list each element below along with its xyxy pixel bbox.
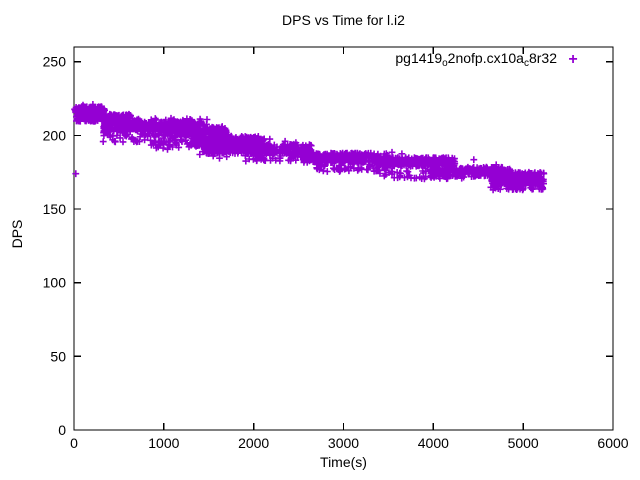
plot-border bbox=[73, 46, 614, 431]
y-tick-label: 100 bbox=[43, 275, 67, 291]
legend-label-text: 8r32 bbox=[528, 50, 557, 66]
y-tick-label: 0 bbox=[58, 422, 66, 438]
x-tick-label: 0 bbox=[70, 435, 78, 451]
y-tick-label: 150 bbox=[43, 201, 67, 217]
x-tick-label: 2000 bbox=[238, 435, 269, 451]
x-tick-label: 4000 bbox=[418, 435, 449, 451]
axis-ticks bbox=[73, 47, 614, 431]
legend-label-subscript: c bbox=[523, 58, 529, 69]
legend-series-label: pg1419o2nofp.cx10ac8r32 bbox=[395, 50, 557, 69]
x-tick-label: 6000 bbox=[597, 435, 628, 451]
legend-label-text: pg1419 bbox=[395, 50, 443, 66]
legend-label-subscript: o bbox=[442, 58, 448, 69]
x-axis-title: Time(s) bbox=[320, 454, 367, 470]
y-tick-label: 250 bbox=[43, 54, 67, 70]
x-tick-label: 1000 bbox=[148, 435, 179, 451]
y-tick-label: 50 bbox=[50, 348, 66, 364]
x-tick-label: 5000 bbox=[508, 435, 539, 451]
legend: pg1419o2nofp.cx10ac8r32 + bbox=[395, 50, 580, 69]
legend-label-text: 2nofp.cx10a bbox=[447, 50, 524, 66]
y-tick-label: 200 bbox=[43, 127, 67, 143]
axis-tick-labels: 0 1000 2000 3000 4000 5000 6000 0 50 100 150 200 250 bbox=[43, 54, 629, 451]
chart-title: DPS vs Time for l.i2 bbox=[282, 12, 405, 28]
data-points-series bbox=[71, 101, 548, 194]
x-tick-label: 3000 bbox=[328, 435, 359, 451]
plus-marker-icon: + bbox=[568, 50, 578, 68]
